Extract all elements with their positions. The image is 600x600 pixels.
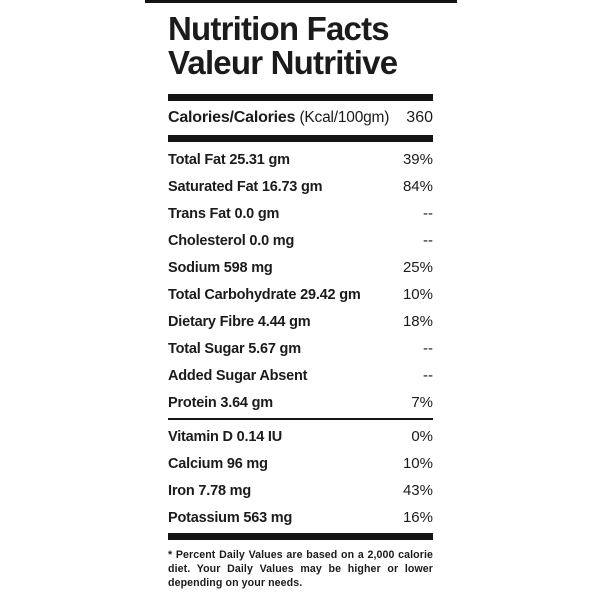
nutrient-label: Trans Fat 0.0 gm: [168, 205, 280, 222]
calories-row: Calories/Calories (Kcal/100gm) 360: [168, 101, 433, 135]
thick-separator-top: [168, 94, 433, 101]
nutrient-label: Protein 3.64 gm: [168, 394, 273, 411]
nutrient-dv-value: 39%: [402, 151, 433, 168]
nutrient-row: Total Sugar 5.67 gm --: [168, 335, 433, 362]
nutrient-dv-value: --: [423, 367, 433, 384]
title-line-french: Valeur Nutritive: [168, 44, 398, 81]
vitamin-row: Iron 7.78 mg 43%: [168, 477, 433, 504]
vitamin-rows: Vitamin D 0.14 IU 0% Calcium 96 mg 10% I…: [168, 420, 433, 531]
label-top-border: [145, 0, 457, 3]
label-title: Nutrition Facts Valeur Nutritive: [168, 12, 433, 80]
vitamin-dv-value: 10%: [402, 455, 433, 472]
thin-separator-vitamins: [168, 418, 433, 420]
nutrient-row: Dietary Fibre 4.44 gm 18%: [168, 308, 433, 335]
calories-value: 360: [406, 109, 433, 126]
title-line-english: Nutrition Facts: [168, 10, 390, 47]
vitamin-row: Vitamin D 0.14 IU 0%: [168, 423, 433, 450]
vitamin-label: Vitamin D 0.14 IU: [168, 428, 282, 445]
nutrient-label: Saturated Fat 16.73 gm: [168, 178, 323, 195]
daily-values-footnote: * Percent Daily Values are based on a 2,…: [168, 549, 433, 590]
nutrient-row: Added Sugar Absent --: [168, 362, 433, 389]
nutrient-dv-value: 7%: [411, 394, 433, 411]
nutrient-row: Trans Fat 0.0 gm --: [168, 200, 433, 227]
vitamin-dv-value: 0%: [411, 428, 433, 445]
nutrient-label: Total Sugar 5.67 gm: [168, 340, 301, 357]
nutrient-dv-value: --: [423, 340, 433, 357]
vitamin-label: Potassium 563 mg: [168, 509, 293, 526]
nutrient-row: Cholesterol 0.0 mg --: [168, 227, 433, 254]
nutrient-rows: Total Fat 25.31 gm 39% Saturated Fat 16.…: [168, 142, 433, 416]
nutrient-label: Total Fat 25.31 gm: [168, 151, 290, 168]
calories-unit-text: (Kcal/100gm): [299, 109, 390, 126]
nutrient-label: Total Carbohydrate 29.42 gm: [168, 286, 361, 303]
nutrient-row: Sodium 598 mg 25%: [168, 254, 433, 281]
nutrient-label: Sodium 598 mg: [168, 259, 273, 276]
nutrient-row: Total Carbohydrate 29.42 gm 10%: [168, 281, 433, 308]
nutrient-dv-value: 18%: [402, 313, 433, 330]
nutrient-label: Added Sugar Absent: [168, 367, 308, 384]
nutrient-dv-value: 25%: [402, 259, 433, 276]
nutrient-dv-value: --: [423, 205, 433, 222]
nutrient-dv-value: --: [423, 232, 433, 249]
label-sheet: Nutrition Facts Valeur Nutritive Calorie…: [168, 0, 433, 591]
nutrient-dv-value: 84%: [402, 178, 433, 195]
vitamin-dv-value: 16%: [402, 509, 433, 526]
thick-separator-bottom: [168, 533, 433, 540]
nutrient-label: Cholesterol 0.0 mg: [168, 232, 295, 249]
nutrient-row: Total Fat 25.31 gm 39%: [168, 146, 433, 173]
thick-separator-calories: [168, 135, 433, 142]
nutrient-row: Protein 3.64 gm 7%: [168, 389, 433, 416]
nutrient-label: Dietary Fibre 4.44 gm: [168, 313, 311, 330]
calories-label: Calories/Calories: [168, 109, 296, 126]
calories-label-group: Calories/Calories (Kcal/100gm): [168, 109, 389, 127]
vitamin-dv-value: 43%: [402, 482, 433, 499]
vitamin-label: Iron 7.78 mg: [168, 482, 252, 499]
vitamin-row: Calcium 96 mg 10%: [168, 450, 433, 477]
nutrient-dv-value: 10%: [402, 286, 433, 303]
vitamin-label: Calcium 96 mg: [168, 455, 268, 472]
nutrient-row: Saturated Fat 16.73 gm 84%: [168, 173, 433, 200]
vitamin-row: Potassium 563 mg 16%: [168, 504, 433, 531]
